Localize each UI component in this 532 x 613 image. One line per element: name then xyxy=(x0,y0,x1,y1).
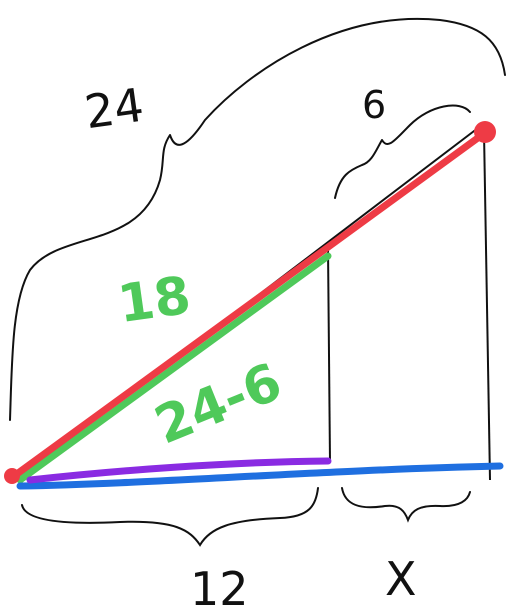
blue-base xyxy=(16,462,504,490)
label-x: X xyxy=(385,552,417,606)
red-endpoint-top xyxy=(474,121,496,143)
bottom-right-brace xyxy=(341,487,471,523)
inner-vertical-line xyxy=(327,247,331,463)
label-12: 12 xyxy=(190,562,249,613)
top-brace xyxy=(9,17,506,421)
label-24: 24 xyxy=(81,78,146,140)
bottom-left-brace xyxy=(21,487,319,547)
label-18: 18 xyxy=(114,266,194,335)
red-hypotenuse xyxy=(10,128,490,480)
green-hypotenuse xyxy=(16,252,332,484)
outer-vertical-line xyxy=(483,131,491,481)
purple-base xyxy=(26,457,332,484)
red-endpoint-bottom xyxy=(4,468,20,484)
small-brace xyxy=(334,104,471,199)
label-6: 6 xyxy=(362,83,386,127)
